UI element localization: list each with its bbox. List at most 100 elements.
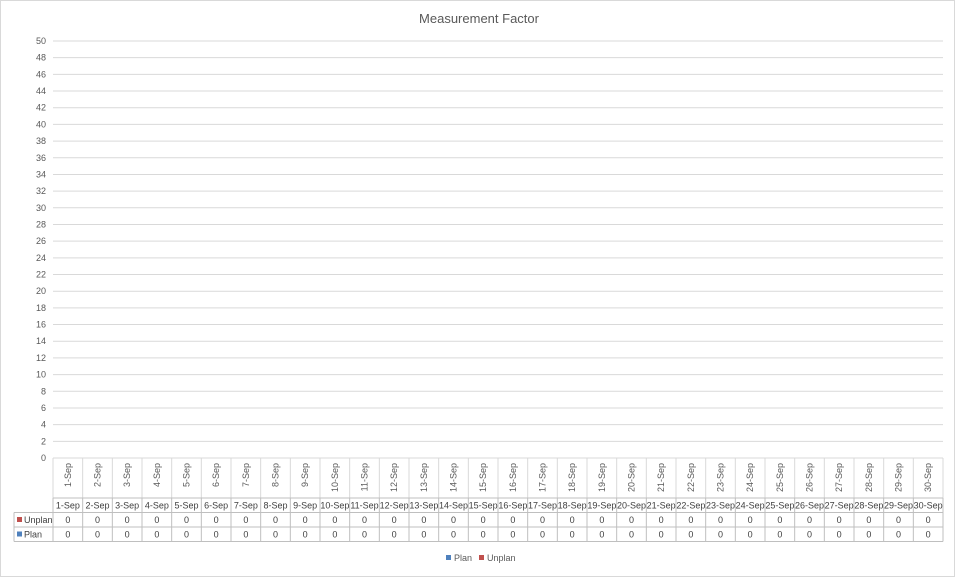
table-header-cell: 5-Sep	[174, 501, 198, 511]
table-value-cell: 0	[540, 515, 545, 525]
x-category-label: 25-Sep	[775, 463, 785, 492]
table-value-cell: 0	[154, 515, 159, 525]
x-category-label: 8-Sep	[271, 463, 281, 487]
table-row-key-plan	[17, 531, 22, 537]
table-value-cell: 0	[896, 515, 901, 525]
x-category-label: 4-Sep	[152, 463, 162, 487]
y-tick-label: 22	[36, 270, 46, 280]
y-tick-label: 20	[36, 286, 46, 296]
x-category-label: 13-Sep	[419, 463, 429, 492]
table-value-cell: 0	[659, 515, 664, 525]
table-value-cell: 0	[303, 530, 308, 540]
table-header-cell: 12-Sep	[380, 501, 409, 511]
table-value-cell: 0	[392, 515, 397, 525]
table-value-cell: 0	[421, 515, 426, 525]
y-tick-label: 4	[41, 420, 46, 430]
y-tick-label: 18	[36, 303, 46, 313]
chart-title: Measurement Factor	[419, 11, 540, 26]
table-value-cell: 0	[125, 515, 130, 525]
table-header-cell: 28-Sep	[854, 501, 883, 511]
table-value-cell: 0	[362, 530, 367, 540]
x-category-label: 1-Sep	[63, 463, 73, 487]
table-value-cell: 0	[777, 530, 782, 540]
table-value-cell: 0	[243, 515, 248, 525]
table-header-cell: 15-Sep	[469, 501, 498, 511]
x-category-label: 7-Sep	[241, 463, 251, 487]
x-category-label: 14-Sep	[449, 463, 459, 492]
table-value-cell: 0	[866, 515, 871, 525]
x-category-label: 18-Sep	[567, 463, 577, 492]
y-tick-label: 24	[36, 253, 46, 263]
x-category-label: 5-Sep	[182, 463, 192, 487]
table-value-cell: 0	[125, 530, 130, 540]
table-header-cell: 14-Sep	[439, 501, 468, 511]
table-value-cell: 0	[807, 530, 812, 540]
y-tick-label: 12	[36, 353, 46, 363]
x-category-label: 16-Sep	[508, 463, 518, 492]
table-value-cell: 0	[629, 530, 634, 540]
table-header-cell: 23-Sep	[706, 501, 735, 511]
table-header-cell: 30-Sep	[914, 501, 943, 511]
x-category-label: 21-Sep	[656, 463, 666, 492]
y-tick-label: 2	[41, 436, 46, 446]
x-category-label: 11-Sep	[360, 463, 370, 491]
x-category-label: 27-Sep	[834, 463, 844, 492]
y-tick-label: 34	[36, 169, 46, 179]
y-tick-label: 30	[36, 203, 46, 213]
table-value-cell: 0	[154, 530, 159, 540]
table-value-cell: 0	[243, 530, 248, 540]
y-tick-label: 16	[36, 320, 46, 330]
x-category-label: 9-Sep	[300, 463, 310, 487]
x-category-label: 19-Sep	[597, 463, 607, 492]
table-header-cell: 16-Sep	[498, 501, 527, 511]
table-value-cell: 0	[65, 515, 70, 525]
table-value-cell: 0	[570, 530, 575, 540]
y-tick-label: 26	[36, 236, 46, 246]
table-value-cell: 0	[570, 515, 575, 525]
y-tick-label: 48	[36, 53, 46, 63]
table-header-cell: 13-Sep	[409, 501, 438, 511]
table-header-cell: 9-Sep	[293, 501, 317, 511]
legend-label: Unplan	[487, 553, 516, 563]
table-value-cell: 0	[332, 530, 337, 540]
table-value-cell: 0	[926, 530, 931, 540]
table-value-cell: 0	[599, 515, 604, 525]
table-row-label: Plan	[24, 530, 42, 540]
table-header-cell: 26-Sep	[795, 501, 824, 511]
table-value-cell: 0	[688, 515, 693, 525]
table-header-cell: 11-Sep	[350, 501, 378, 511]
table-header-cell: 27-Sep	[825, 501, 854, 511]
table-value-cell: 0	[95, 530, 100, 540]
x-category-label: 2-Sep	[93, 463, 103, 487]
table-value-cell: 0	[332, 515, 337, 525]
table-header-cell: 25-Sep	[765, 501, 794, 511]
x-category-label: 6-Sep	[211, 463, 221, 487]
table-header-cell: 10-Sep	[320, 501, 349, 511]
y-tick-label: 42	[36, 103, 46, 113]
table-header-cell: 29-Sep	[884, 501, 913, 511]
table-value-cell: 0	[837, 515, 842, 525]
table-value-cell: 0	[807, 515, 812, 525]
table-value-cell: 0	[718, 515, 723, 525]
table-value-cell: 0	[540, 530, 545, 540]
legend-key-unplan	[479, 555, 484, 560]
x-axis-categories: 1-Sep 2-Sep 3-Sep 4-Sep 5-Sep 6-Sep 7-Sep 8-Sep…	[63, 463, 933, 492]
table-value-cell: 0	[214, 515, 219, 525]
table-header-cell: 20-Sep	[617, 501, 646, 511]
table-header-cell: 24-Sep	[736, 501, 765, 511]
x-category-label: 23-Sep	[716, 463, 726, 492]
table-value-cell: 0	[718, 530, 723, 540]
x-category-label: 24-Sep	[745, 463, 755, 492]
table-value-cell: 0	[273, 530, 278, 540]
table-value-cell: 0	[748, 515, 753, 525]
table-header-cell: 6-Sep	[204, 501, 228, 511]
table-value-cell: 0	[421, 530, 426, 540]
y-axis-ticks: 0246810121416182022242628303234363840424…	[36, 36, 46, 463]
table-value-cell: 0	[451, 530, 456, 540]
table-value-cell: 0	[451, 515, 456, 525]
table-row-key-unplan	[17, 517, 22, 522]
x-category-label: 20-Sep	[627, 463, 637, 492]
table-header-cell: 17-Sep	[528, 501, 557, 511]
legend: Plan Unplan	[446, 553, 516, 563]
